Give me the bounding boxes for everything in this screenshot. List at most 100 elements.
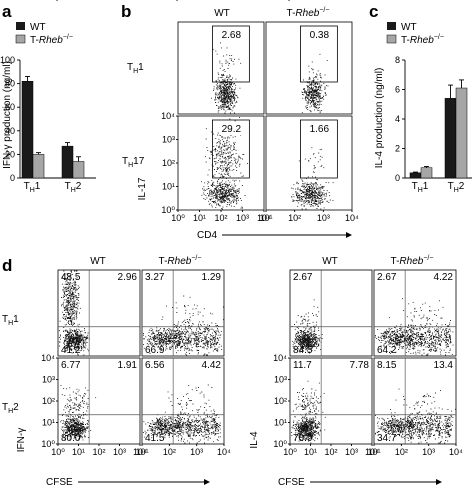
quadrant-percent-upper-left: 6.56 [145, 360, 165, 371]
x-tick-label: 10¹ [304, 447, 317, 457]
event-dots [301, 69, 329, 114]
quadrant-percent-lower-left: 84.5 [293, 345, 313, 356]
category-label-th2: TH2 [65, 181, 82, 194]
event-dots [211, 72, 241, 114]
quadrant-percent-upper-right: 4.42 [202, 360, 222, 371]
y-tick-label: 10⁴ [161, 111, 175, 121]
row-label-th2: TH2 [2, 402, 19, 415]
quadrant-percent-upper-right: 2.96 [118, 272, 138, 283]
axis-label-il4: IL-4 [249, 431, 260, 449]
panel-c: WT T-Rheb−/− IL-4 production (ng/ml) 0 2 4… [374, 22, 472, 194]
flow-plot: 29.2 10⁰ 10¹ 10² 10³ 10⁴ 10⁰ 10¹ 10² 10³ 10⁴ [161, 111, 271, 223]
event-dots [375, 412, 420, 440]
flow-plot: 2.67 84.5 10⁴ [273, 0, 373, 357]
gate-percent: 29.2 [222, 124, 242, 135]
gate-percent: 2.68 [222, 30, 242, 41]
axis-label-il17: IL-17 [137, 177, 148, 200]
x-tick-label: 10⁴ [365, 447, 379, 457]
y-tick-label: 0 [395, 173, 400, 183]
x-tick-label: 10¹ [135, 447, 148, 457]
x-tick-label: 10³ [236, 213, 249, 223]
gate-label-bg [219, 29, 248, 41]
y-tick-label: 10⁴ [273, 353, 287, 363]
axis-label-cd4: CD4 [197, 230, 217, 241]
legend-label-ko: T-Rheb−/− [30, 34, 73, 46]
row-label-th1: TH1 [127, 62, 144, 75]
y-tick-label: 10² [42, 396, 55, 406]
legend-label-ko: T-Rheb−/− [401, 34, 444, 46]
event-dots [375, 325, 422, 354]
y-tick-label: 10³ [274, 375, 287, 385]
quadrant-percent-upper-right: 1.29 [202, 272, 222, 283]
x-tick-label: 10⁰ [283, 447, 297, 457]
panel-label-c: c [369, 2, 378, 21]
bar-chart-a: 0 20 40 60 80 100 [0, 55, 96, 183]
y-tick-label: 2 [395, 144, 400, 154]
event-dots [60, 412, 92, 441]
x-tick-label: 10³ [113, 447, 126, 457]
event-dots [405, 413, 417, 443]
quadrant-percent-upper-left: 11.7 [293, 360, 312, 371]
y-tick-label: 10⁰ [273, 439, 287, 449]
event-dots [163, 384, 214, 429]
x-tick-label: 10³ [190, 447, 203, 457]
event-dots [161, 295, 224, 339]
x-tick-label: 10³ [317, 213, 330, 223]
quadrant-percent-upper-right: 13.4 [434, 360, 454, 371]
x-tick-label: 10² [92, 447, 105, 457]
event-dots [291, 413, 326, 444]
plot-frame [141, 357, 225, 445]
quadrant-percent-upper-right: 1.91 [118, 360, 138, 371]
quadrant-percent-upper-right: 7.78 [350, 360, 370, 371]
bar [21, 80, 34, 179]
quadrant-percent-lower-left: 41.5 [145, 433, 165, 444]
legend-swatch-wt [387, 22, 396, 30]
event-dots [389, 298, 454, 341]
y-tick-label: 10⁴ [273, 0, 287, 2]
x-tick-label: 10⁴ [133, 447, 147, 457]
panel-b: WT T-Rheb−/− TH1 TH17 2.68 10⁴ 0.38 29.2 10⁰… [122, 0, 359, 241]
gate-percent: 1.66 [310, 124, 330, 135]
y-tick-label: 80 [5, 79, 15, 89]
legend-swatch-ko [15, 34, 26, 44]
event-dots [200, 409, 213, 444]
y-tick-label: 40 [5, 126, 15, 136]
bar [455, 87, 468, 179]
event-dots [201, 175, 246, 210]
y-tick-label: 10⁰ [161, 205, 175, 215]
event-dots [59, 326, 90, 356]
arrow-head-icon [436, 479, 442, 485]
quadrant-percent-lower-left: 70.9 [293, 433, 313, 444]
x-tick-label: 10⁴ [257, 213, 271, 223]
quadrant-percent-lower-left: 80.0 [61, 433, 81, 444]
y-tick-label: 10¹ [42, 418, 55, 428]
gate-label-bg [307, 29, 336, 41]
arrow-head-icon [204, 479, 210, 485]
x-tick-label: 10² [214, 213, 227, 223]
axis-label-cfse: CFSE [46, 477, 73, 488]
x-tick-label: 10⁴ [345, 213, 359, 223]
arrow-head-icon [346, 232, 352, 238]
category-label-th1: TH1 [24, 181, 41, 194]
gate-percent: 0.38 [310, 30, 330, 41]
gate-box [211, 119, 250, 179]
flow-plot: 6.77 1.91 80.0 10⁰ 10¹ 10² 10³ 10⁴ 10⁰ 10¹ 10² 10³ 1… [41, 353, 147, 457]
x-tick-label: 10² [163, 447, 176, 457]
y-tick-label: 6 [395, 85, 400, 95]
legend-swatch-wt [16, 22, 25, 30]
event-dots [205, 117, 248, 192]
event-dots [199, 321, 213, 356]
event-dots [292, 325, 323, 354]
bar [420, 167, 433, 179]
legend-label-wt: WT [30, 22, 46, 33]
x-tick-label: 10⁴ [449, 447, 463, 457]
y-tick-label: 0 [10, 173, 15, 183]
category-label-th1: TH1 [412, 181, 429, 194]
column-header-ko: T-Rheb−/− [391, 255, 434, 267]
x-tick-label: 10³ [345, 447, 358, 457]
flow-plots-b: 2.6810⁴0.3829.210⁰10¹10²10³10⁴10⁰10¹10²1… [161, 0, 359, 223]
bar [32, 154, 45, 179]
y-tick-label: 10⁴ [41, 0, 55, 2]
y-tick-label: 60 [5, 102, 15, 112]
panel-a: WT T-Rheb−/− IFN-γ production (ng/ml) 0 2… [0, 22, 96, 194]
